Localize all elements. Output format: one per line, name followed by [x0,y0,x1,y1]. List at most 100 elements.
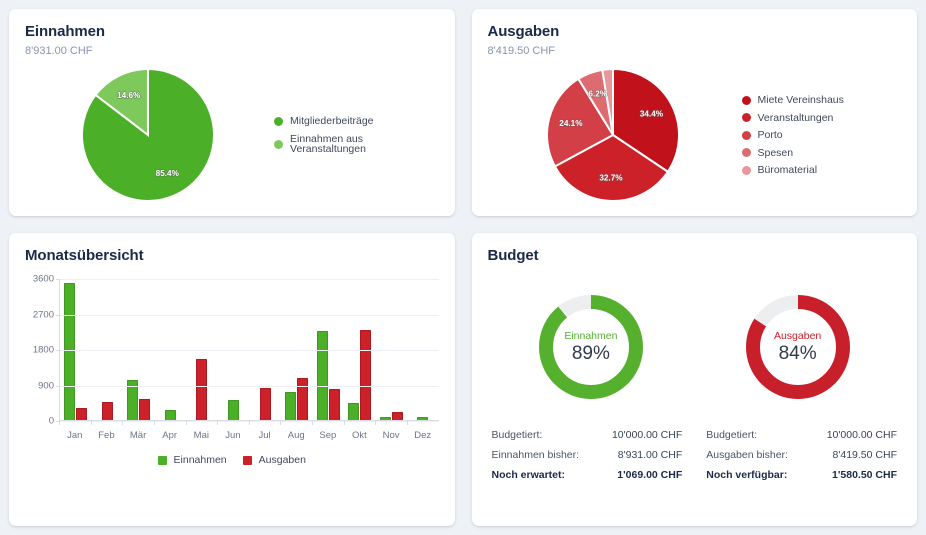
legend-label: Ausgaben [258,454,306,466]
bar-group [344,279,376,420]
legend-item[interactable]: Ausgaben [242,454,306,466]
pie-slice-label: 14.6% [117,91,141,100]
budget-detail-value: 10'000.00 CHF [611,428,683,441]
bar-income[interactable] [316,331,328,420]
expense-legend: Miete Vereinshaus Veranstaltungen Porto Spe… [738,95,844,176]
bar-income[interactable] [164,409,176,420]
legend-item[interactable]: Spesen [741,148,844,159]
budget-gauge[interactable]: Ausgaben 84% [742,291,854,403]
legend-label: Miete Vereinshaus [757,94,844,107]
legend-label: Veranstaltungen [757,111,834,124]
bar-income[interactable] [348,403,360,420]
monthly-overview-card: Monatsübersicht 0 900 1800 2700 3600 Jan Feb M… [9,233,455,526]
budget-detail-value: 10'000.00 CHF [826,428,897,441]
legend-swatch-icon [741,148,751,158]
income-chart-area: 85.4% 14.6% Mitgliederbeiträge Einnahmen a… [25,60,439,210]
gridline [60,314,439,316]
gridline [60,350,439,351]
bar-income[interactable] [228,400,239,420]
budget-gauge[interactable]: Einnahmen 89% [535,291,647,403]
y-axis-tick-mark [56,350,60,351]
bar-expense[interactable] [196,358,208,420]
pie-slice-label: 24.1% [559,119,583,128]
bar-group [312,279,344,420]
monthly-chart-area: 0 900 1800 2700 3600 Jan Feb Mär Apr Mai Jun Jul Au… [25,274,439,494]
legend-item[interactable]: Einnahmen [157,455,227,466]
income-card-title: Einnahmen [25,23,105,40]
bar-expense[interactable] [297,378,309,420]
legend-item[interactable]: Miete Vereinshaus [741,94,844,107]
budget-detail-label: Budgetiert: [706,428,758,441]
bar-group [186,279,218,420]
bar-income[interactable] [285,392,297,420]
budget-detail-row: Budgetiert: 10'000.00 CHF [492,425,683,445]
x-axis-tick-label: Sep [319,430,337,441]
pie-slice-label: 34.4% [639,110,663,119]
bar-group [60,279,92,420]
bar-expense[interactable] [328,389,340,420]
bar-income[interactable] [127,380,139,420]
budget-detail-row: Budgetiert: 10'000.00 CHF [706,425,897,445]
bar-expense[interactable] [139,399,151,420]
bar-chart-legend: Einnahmen Ausgaben [25,455,439,466]
x-axis-tick-mark [90,421,123,425]
legend-item[interactable]: Porto [741,130,844,141]
pie-slice[interactable] [600,68,614,136]
budget-card: Budget Einnahmen 89% Ausgaben 84% Budgetier… [471,233,917,526]
income-pie-wrap: 85.4% 14.6% [25,67,270,203]
x-axis-tick-label: Apr [162,430,178,441]
x-axis-labels: Jan Feb Mär Apr Mai Jun Jul Aug Sep Okt Nov Dez [59,430,439,441]
budget-detail-label: Noch erwartet: [491,468,566,481]
bar-income[interactable] [417,416,429,420]
y-axis-tick-mark [56,385,60,387]
gauge-svg [538,295,643,399]
expense-pie-chart[interactable]: 34.4% 32.7% 24.1% 6.2% [545,67,681,203]
x-axis-tick-mark [280,421,312,425]
budget-gauges: Einnahmen 89% Ausgaben 84% [488,281,902,413]
expense-pie-wrap: 34.4% 32.7% 24.1% 6.2% [488,67,738,203]
bar-group [407,279,439,420]
y-axis-tick-label: 2700 [32,309,54,320]
pie-slice[interactable] [545,77,614,169]
monthly-card-title: Monatsübersicht [25,247,144,264]
legend-swatch-icon [274,139,284,149]
income-card-total: 8'931.00 CHF [25,45,93,57]
y-axis-tick-mark [56,314,60,316]
pie-slice[interactable] [611,68,680,174]
x-axis-tick-label: Okt [352,430,367,441]
pie-slice[interactable] [93,68,149,138]
budget-detail-label: Noch verfügbar: [706,468,788,481]
bar-income[interactable] [379,417,391,420]
legend-item[interactable]: Einnahmen aus Veranstaltungen [274,133,438,155]
gauge-center: Einnahmen 89% [535,291,647,403]
bar-chart-plot[interactable]: 0 900 1800 2700 3600 [33,274,439,427]
bar-expense[interactable] [391,412,403,420]
bar-expense[interactable] [259,388,271,420]
legend-swatch-icon [741,95,751,105]
pie-slice-label: 6.2% [588,90,607,99]
income-pie-chart[interactable]: 85.4% 14.6% [80,67,216,203]
legend-item[interactable]: Büromaterial [741,165,844,176]
budget-details: Budgetiert: 10'000.00 CHF Einnahmen bisher… [488,425,902,485]
gauge-label: Ausgaben [773,330,822,343]
x-axis-tick-label: Aug [287,430,305,441]
bar-group [218,279,250,420]
budget-detail-label: Budgetiert: [491,428,543,441]
legend-item[interactable]: Veranstaltungen [741,111,844,124]
bar-income[interactable] [64,282,76,420]
budget-detail-row: Ausgaben bisher: 8'419.50 CHF [706,445,897,465]
legend-label: Mitgliederbeiträge [290,115,374,128]
budget-detail-label: Einnahmen bisher: [491,448,580,461]
x-axis-tick-label: Mär [129,430,147,441]
budget-income-details: Budgetiert: 10'000.00 CHF Einnahmen bisher… [492,425,683,485]
legend-item[interactable]: Mitgliederbeiträge [274,116,438,127]
y-axis-tick-label: 900 [38,380,54,391]
y-axis-tick-mark [56,421,60,422]
bar-expense[interactable] [360,330,372,420]
bar-expense[interactable] [76,408,88,420]
x-axis-tick-label: Mai [193,430,209,441]
bar-expense[interactable] [101,402,113,420]
x-axis-ticks [59,421,439,425]
legend-swatch-icon [274,116,284,126]
x-axis-tick-mark [406,421,439,425]
